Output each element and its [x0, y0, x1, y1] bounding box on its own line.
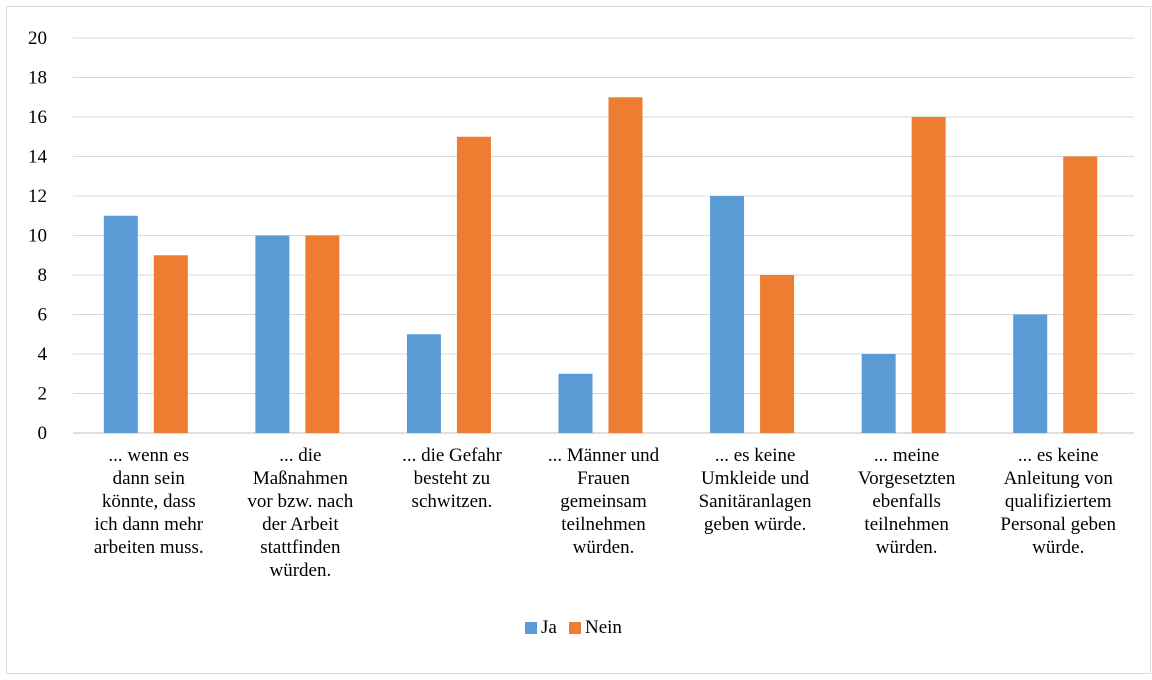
bar-chart: 0 2 4 6 8 10 12 14 16 18 20 ... wenn es dann sein kö…: [28, 28, 1134, 638]
y-tick-label: 6: [38, 305, 48, 326]
legend-label-nein: Nein: [585, 617, 622, 638]
bar-nein-1: [153, 255, 188, 433]
bar-ja-2: [255, 235, 290, 433]
bar-nein-7: [1063, 156, 1098, 433]
y-tick-label: 20: [28, 28, 47, 49]
gridlines: [73, 37, 1134, 434]
bar-ja-3: [406, 334, 441, 433]
y-tick-label: 0: [38, 423, 48, 444]
bar-nein-5: [760, 275, 795, 433]
x-category-label: ... wenn es dann sein könnte, dass ich dann…: [94, 445, 204, 558]
x-axis-categories: ... wenn es dann sein könnte, dass ich dann…: [94, 445, 1117, 581]
bars: [103, 97, 1098, 433]
legend-label-ja: Ja: [541, 617, 557, 638]
x-category-label: ... es keine Anleitung von qualifiziertem P…: [1000, 445, 1116, 558]
y-tick-label: 18: [28, 68, 47, 89]
legend-swatch-nein: [569, 622, 581, 634]
y-tick-label: 16: [28, 107, 47, 128]
y-tick-label: 12: [28, 186, 47, 207]
legend: Ja Nein: [525, 617, 622, 638]
bar-nein-4: [608, 97, 643, 433]
x-category-label: ... es keine Umkleide und Sanitäranlagen ge…: [699, 445, 812, 535]
bar-nein-6: [911, 117, 946, 433]
y-tick-label: 14: [28, 147, 48, 168]
x-category-label: ... die Maßnahmen vor bzw. nach der Arbeit s…: [247, 445, 353, 581]
bar-ja-7: [1013, 314, 1048, 433]
bar-ja-6: [861, 354, 896, 433]
bar-nein-2: [305, 235, 340, 433]
legend-swatch-ja: [525, 622, 537, 634]
x-category-label: ... Männer und Frauen gemeinsam teilnehmen w…: [548, 445, 660, 558]
bar-ja-1: [103, 215, 138, 433]
y-tick-label: 8: [38, 265, 48, 286]
y-axis-ticks: 0 2 4 6 8 10 12 14 16 18 20: [28, 28, 48, 444]
y-tick-label: 4: [38, 344, 48, 365]
y-tick-label: 10: [28, 226, 47, 247]
bar-ja-5: [710, 196, 745, 433]
bar-nein-3: [456, 136, 491, 433]
x-category-label: ... meine Vorgesetzten ebenfalls teilnehmen…: [858, 445, 956, 558]
bar-ja-4: [558, 373, 593, 433]
x-category-label: ... die Gefahr besteht zu schwitzen.: [402, 445, 502, 512]
y-tick-label: 2: [38, 384, 48, 405]
chart-frame: 0 2 4 6 8 10 12 14 16 18 20 ... wenn es dann sein kö…: [6, 6, 1151, 674]
